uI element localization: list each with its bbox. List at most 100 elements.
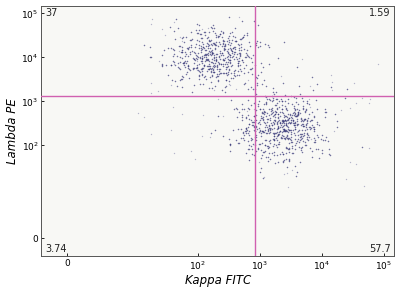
- Point: [231, 107, 237, 112]
- Point: [284, 108, 290, 113]
- Point: [258, 116, 265, 121]
- Point: [301, 133, 308, 137]
- Point: [263, 84, 270, 88]
- Point: [283, 134, 290, 138]
- Point: [211, 42, 218, 47]
- Point: [237, 52, 244, 57]
- Point: [181, 60, 188, 65]
- Point: [290, 106, 297, 110]
- Point: [283, 127, 289, 132]
- Point: [195, 68, 202, 73]
- Point: [231, 44, 238, 49]
- Point: [287, 121, 294, 125]
- Point: [179, 76, 186, 81]
- Point: [286, 135, 292, 140]
- Point: [282, 129, 289, 133]
- Point: [286, 157, 292, 161]
- Point: [273, 110, 280, 114]
- Point: [284, 164, 290, 169]
- Point: [277, 124, 284, 129]
- Point: [201, 55, 207, 59]
- Point: [270, 98, 276, 102]
- Point: [236, 56, 242, 61]
- Point: [179, 45, 186, 50]
- Point: [275, 125, 281, 129]
- Point: [267, 127, 273, 132]
- Point: [289, 151, 296, 155]
- Point: [298, 150, 305, 154]
- Point: [256, 129, 263, 134]
- Point: [198, 31, 204, 36]
- Point: [198, 58, 205, 63]
- Point: [223, 60, 230, 64]
- Point: [266, 130, 272, 135]
- Point: [305, 115, 312, 120]
- Point: [194, 57, 200, 62]
- Point: [242, 129, 248, 133]
- Point: [236, 52, 243, 57]
- Point: [213, 57, 219, 62]
- Point: [208, 70, 214, 75]
- Point: [203, 55, 210, 59]
- Point: [209, 74, 215, 79]
- Point: [271, 142, 278, 147]
- Point: [285, 130, 292, 134]
- Point: [193, 41, 200, 46]
- Point: [250, 107, 257, 111]
- Point: [293, 114, 300, 118]
- Point: [303, 100, 310, 105]
- Point: [284, 114, 290, 119]
- Point: [302, 117, 308, 122]
- Point: [280, 152, 286, 157]
- Point: [286, 120, 292, 125]
- Point: [283, 123, 290, 128]
- Point: [224, 49, 231, 53]
- Point: [288, 115, 294, 119]
- Point: [298, 132, 304, 137]
- Point: [275, 99, 282, 103]
- Point: [251, 114, 257, 119]
- Point: [264, 125, 271, 129]
- Point: [185, 46, 191, 51]
- Point: [272, 103, 278, 108]
- Point: [206, 66, 213, 70]
- Point: [262, 95, 269, 100]
- Point: [296, 139, 302, 144]
- Point: [206, 48, 212, 53]
- Point: [205, 67, 212, 71]
- Point: [206, 38, 213, 43]
- Point: [182, 49, 188, 54]
- Point: [260, 111, 266, 116]
- Point: [244, 52, 250, 57]
- Point: [185, 65, 192, 70]
- Point: [286, 136, 293, 141]
- Point: [243, 51, 250, 56]
- Point: [232, 54, 239, 59]
- Point: [288, 144, 295, 149]
- Point: [226, 34, 232, 39]
- Point: [296, 137, 303, 142]
- Point: [326, 152, 332, 156]
- Point: [198, 69, 205, 74]
- Point: [283, 150, 290, 155]
- Point: [233, 137, 240, 142]
- Point: [170, 48, 177, 52]
- Point: [240, 138, 247, 142]
- Point: [279, 118, 286, 122]
- Point: [240, 34, 246, 39]
- Point: [274, 124, 281, 129]
- Point: [217, 71, 223, 76]
- Point: [271, 138, 277, 142]
- Point: [279, 132, 286, 137]
- Point: [314, 132, 321, 137]
- Text: 57.7: 57.7: [369, 244, 391, 254]
- Point: [257, 106, 263, 111]
- Point: [168, 45, 175, 50]
- Point: [366, 101, 372, 106]
- Point: [225, 136, 232, 141]
- Point: [328, 87, 335, 92]
- Point: [235, 61, 241, 65]
- Point: [249, 152, 255, 156]
- Point: [239, 57, 245, 62]
- Point: [314, 107, 320, 111]
